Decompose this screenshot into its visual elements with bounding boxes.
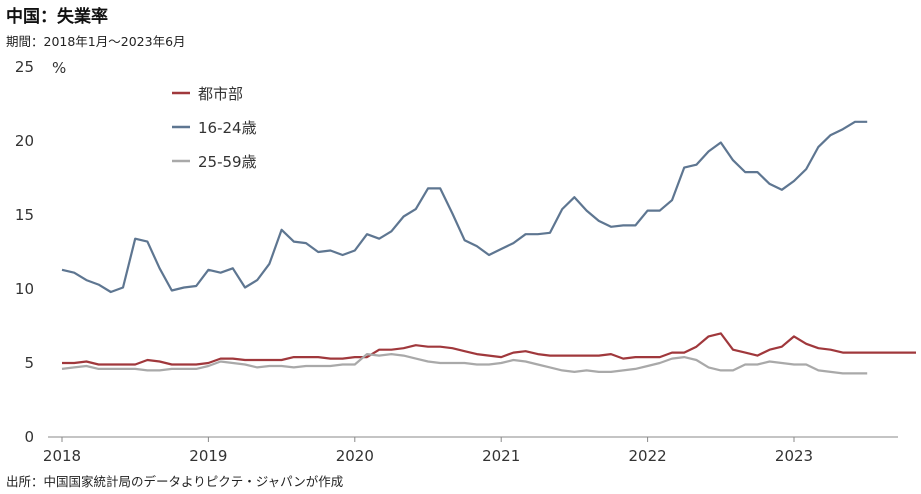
series-line-1 [61, 120, 868, 294]
series-line-0 [62, 332, 916, 366]
series-line-2 [61, 353, 868, 375]
source-note: 出所：中国国家統計局のデータよりピクテ・ジャパンが作成 [6, 474, 344, 489]
y-axis-unit: % [52, 59, 66, 77]
x-tick-label: 2022 [629, 447, 667, 465]
legend: 都市部 16-24歳 25-59歳 [172, 85, 257, 171]
x-tick-label: 2023 [775, 447, 813, 465]
series-lines [61, 120, 916, 375]
legend-label: 16-24歳 [198, 119, 257, 137]
legend-label: 25-59歳 [198, 153, 257, 171]
x-tick-label: 2019 [189, 447, 227, 465]
chart-title: 中国：失業率 [6, 7, 108, 27]
y-tick-label: 20 [15, 132, 34, 150]
x-tick-label: 2021 [482, 447, 520, 465]
y-tick-label: 25 [15, 58, 34, 76]
x-tick-label: 2018 [43, 447, 81, 465]
legend-label: 都市部 [198, 85, 243, 103]
x-tick-label: 2020 [336, 447, 374, 465]
y-tick-label: 10 [15, 280, 34, 298]
y-axis-ticks: 0 5 10 15 20 25 [15, 58, 34, 446]
y-tick-label: 5 [24, 354, 34, 372]
y-tick-label: 0 [24, 428, 34, 446]
y-tick-label: 15 [15, 206, 34, 224]
chart-subtitle: 期間：2018年1月～2023年6月 [6, 34, 186, 49]
x-axis-ticks: 2018 2019 2020 2021 2022 2023 [43, 437, 813, 465]
